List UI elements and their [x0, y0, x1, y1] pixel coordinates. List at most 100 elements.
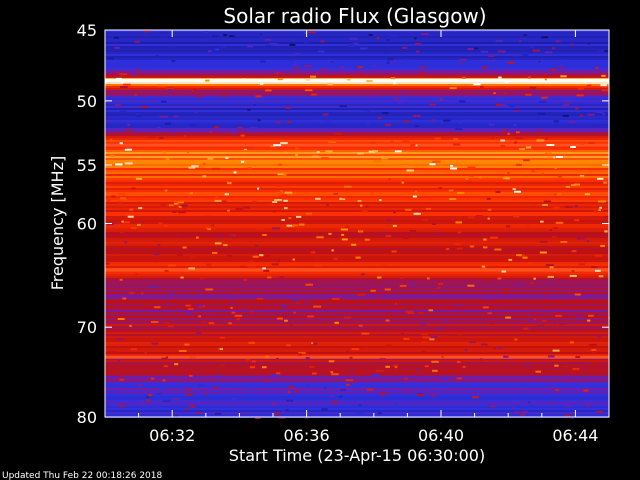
spectrogram-band: [105, 314, 609, 316]
speckle: [141, 106, 147, 109]
speckle: [227, 209, 230, 212]
spectrogram-band: [105, 32, 609, 34]
speckle: [332, 400, 338, 403]
speckle: [255, 417, 261, 419]
speckle: [366, 109, 371, 112]
speckle: [202, 175, 207, 178]
spectrogram-band: [105, 230, 609, 232]
speckle: [401, 181, 405, 184]
speckle: [339, 197, 346, 200]
speckle: [154, 306, 161, 309]
speckle: [548, 355, 555, 358]
speckle: [543, 200, 551, 203]
speckle: [576, 316, 584, 319]
speckle: [250, 310, 253, 313]
bright-line: [105, 78, 609, 82]
speckle: [409, 229, 417, 232]
speckle: [577, 237, 585, 240]
spectrogram-band: [105, 378, 609, 380]
speckle: [387, 58, 393, 61]
speckle: [115, 104, 120, 107]
speckle: [205, 213, 213, 216]
spectrogram-band: [105, 132, 609, 134]
speckle: [220, 364, 226, 367]
speckle: [345, 379, 354, 382]
spectrogram-band: [105, 394, 609, 396]
speckle: [467, 48, 474, 50]
speckle: [119, 110, 127, 113]
spectrogram-band: [105, 204, 609, 206]
speckle: [381, 112, 389, 114]
speckle: [167, 233, 174, 236]
speckle: [290, 402, 295, 405]
speckle: [487, 217, 490, 220]
speckle: [562, 114, 569, 117]
speckle: [387, 219, 392, 222]
speckle: [153, 127, 156, 130]
speckle: [545, 264, 554, 267]
spectrogram-band: [105, 92, 609, 94]
speckle: [359, 308, 366, 311]
speckle: [554, 368, 557, 370]
spectrogram-band: [105, 142, 609, 144]
spectrogram-band: [105, 322, 609, 324]
speckle: [257, 119, 261, 122]
speckle: [587, 84, 592, 87]
speckle: [547, 275, 555, 278]
speckle: [324, 119, 333, 122]
speckle: [178, 400, 186, 403]
spectrogram-band: [105, 404, 609, 406]
speckle: [458, 333, 462, 336]
spectrogram-band: [105, 168, 609, 170]
speckle: [162, 379, 166, 382]
speckle: [373, 160, 382, 163]
speckle: [305, 78, 310, 81]
speckle: [503, 355, 509, 358]
speckle: [291, 224, 298, 227]
speckle: [438, 133, 446, 136]
speckle: [285, 106, 291, 109]
speckle: [501, 270, 507, 273]
speckle: [164, 224, 168, 227]
spectrogram-band: [105, 166, 609, 168]
speckle: [441, 355, 444, 358]
spectrogram-band: [105, 216, 609, 218]
speckle: [386, 344, 392, 347]
speckle: [510, 306, 514, 309]
speckle: [196, 332, 202, 335]
speckle: [521, 64, 528, 67]
spectrogram-band: [105, 184, 609, 186]
speckle: [495, 190, 501, 193]
spectrogram-band: [105, 368, 609, 370]
speckle: [535, 370, 541, 373]
speckle: [387, 312, 392, 315]
speckle: [202, 320, 207, 323]
spectrogram-band: [105, 44, 609, 46]
speckle: [603, 181, 608, 184]
speckle: [295, 229, 300, 232]
speckle: [148, 136, 156, 139]
speckle: [602, 113, 605, 116]
speckle: [231, 389, 236, 392]
speckle: [386, 61, 390, 64]
speckle: [131, 187, 136, 190]
speckle: [119, 73, 128, 76]
speckle: [136, 69, 140, 71]
speckle: [253, 104, 256, 107]
speckle: [436, 286, 441, 289]
speckle: [415, 43, 421, 45]
speckle: [407, 312, 414, 315]
speckle: [475, 215, 483, 217]
speckle: [292, 258, 295, 261]
speckle: [287, 391, 290, 394]
spectrogram-band: [105, 330, 609, 332]
speckle: [221, 311, 229, 314]
speckle: [591, 351, 597, 353]
y-axis-label: Frequency [MHz]: [48, 156, 67, 290]
speckle: [214, 48, 220, 51]
speckle: [542, 204, 548, 206]
speckle: [372, 150, 378, 152]
spectrogram-band: [105, 360, 609, 362]
spectrogram-band: [105, 50, 609, 52]
speckle: [523, 159, 530, 162]
